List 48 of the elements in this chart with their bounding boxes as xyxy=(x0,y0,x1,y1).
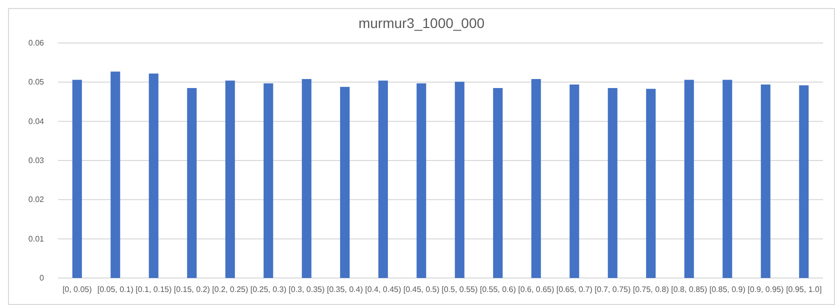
x-tick-label: [0, 0.05) xyxy=(62,285,92,294)
x-tick-label: [0.3, 0.35) xyxy=(288,285,325,294)
y-tick-label: 0 xyxy=(40,274,45,283)
bar xyxy=(646,88,656,278)
y-tick-label: 0.03 xyxy=(28,156,45,166)
bar xyxy=(225,80,235,278)
x-tick-label: [0.25, 0.3) xyxy=(250,285,287,294)
x-tick-label: [0.55, 0.6) xyxy=(480,285,516,294)
bar xyxy=(760,84,770,278)
x-tick-label: [0.7, 0.75) xyxy=(594,285,631,294)
bar xyxy=(608,88,618,278)
x-tick-label: [0.35, 0.4) xyxy=(326,285,364,294)
y-tick-label: 0.05 xyxy=(28,78,45,87)
x-tick-label: [0.4, 0.45) xyxy=(365,285,402,294)
x-tick-label: [0.5, 0.55) xyxy=(442,285,478,294)
x-tick-label: [0.05, 0.1) xyxy=(97,285,134,294)
bar xyxy=(416,83,426,278)
bar xyxy=(531,79,541,278)
x-tick-label: [0.45, 0.5) xyxy=(403,285,440,294)
x-tick-label: [0.6, 0.65) xyxy=(518,285,554,294)
bar xyxy=(148,74,158,278)
y-tick-label: 0.01 xyxy=(28,234,45,244)
x-tick-label: [0.1, 0.15) xyxy=(136,285,172,294)
bar xyxy=(264,83,274,278)
bar xyxy=(493,88,503,278)
bar xyxy=(187,88,197,278)
bar xyxy=(72,80,82,278)
bar xyxy=(684,80,694,278)
bar xyxy=(570,84,580,278)
bar xyxy=(722,80,732,278)
chart-title: murmur3_1000_000 xyxy=(358,15,485,31)
y-tick-label: 0.02 xyxy=(28,195,45,204)
bar xyxy=(378,80,388,278)
x-tick-label: [0.15, 0.2) xyxy=(174,285,210,294)
bar xyxy=(110,72,120,278)
bar xyxy=(799,85,809,278)
y-tick-label: 0.04 xyxy=(28,116,45,126)
y-tick-label: 0.06 xyxy=(28,38,45,48)
x-tick-label: [0.95, 1.0] xyxy=(786,285,822,294)
x-tick-label: [0.85, 0.9) xyxy=(709,285,746,294)
bar xyxy=(302,79,312,278)
x-tick-label: [0.65, 0.7) xyxy=(556,285,593,294)
x-tick-label: [0.8, 0.85) xyxy=(671,285,708,294)
x-tick-label: [0.2, 0.25) xyxy=(212,285,248,294)
bar xyxy=(340,86,350,278)
bar xyxy=(454,82,464,278)
x-tick-label: [0.9, 0.95) xyxy=(748,285,784,294)
x-tick-label: [0.75, 0.8) xyxy=(632,285,670,294)
